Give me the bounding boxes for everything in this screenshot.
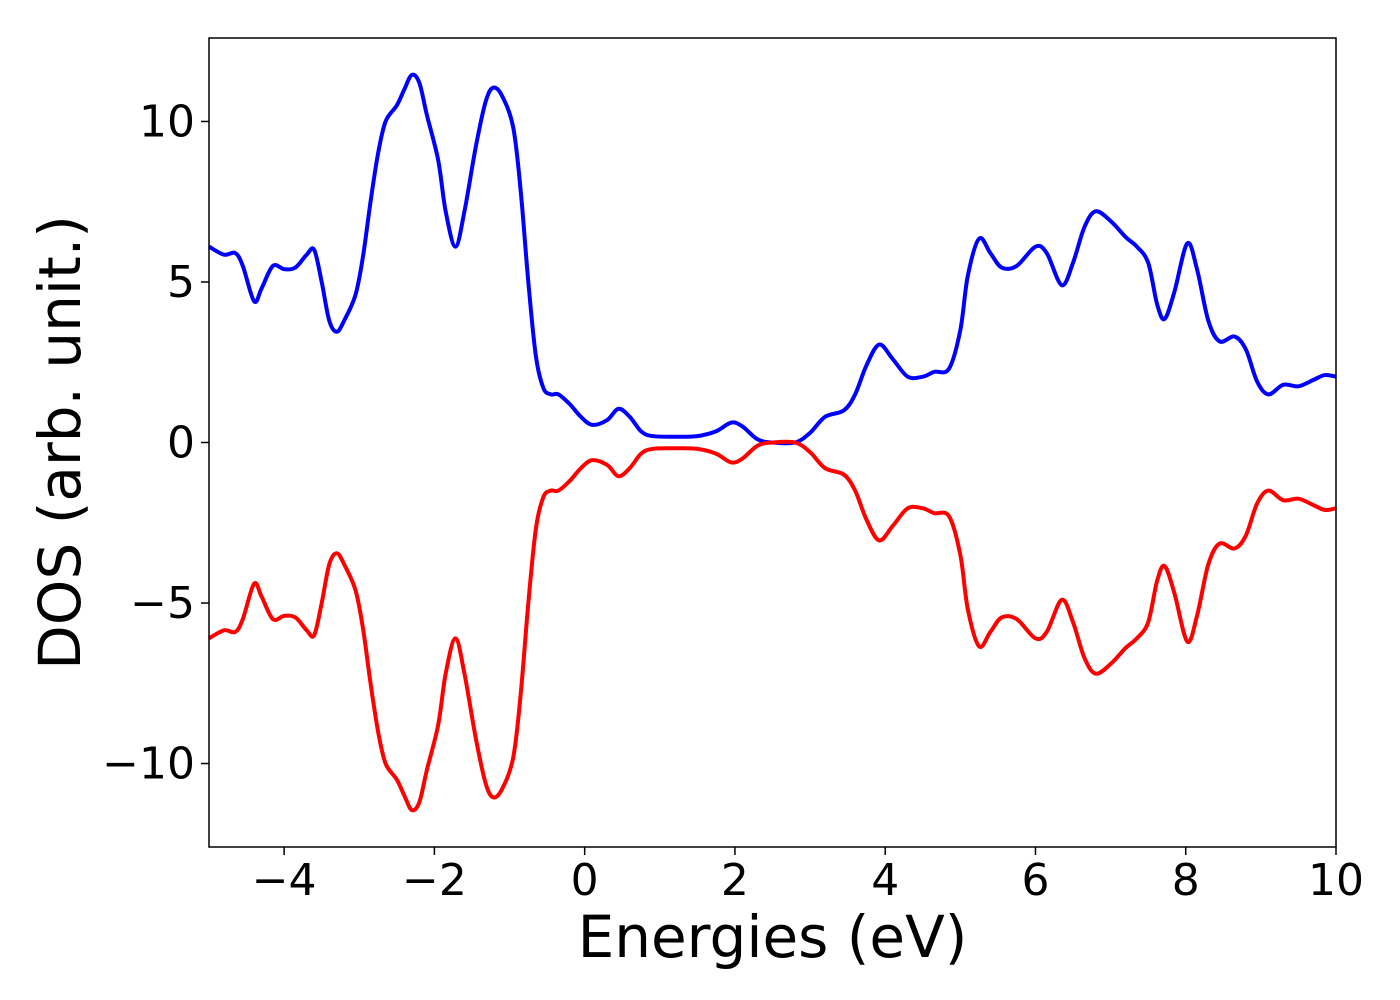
- y-tick-label: 5: [167, 257, 195, 308]
- x-tick-label: −4: [252, 855, 317, 906]
- series-line-2: [208, 439, 1337, 813]
- x-tick-label: 4: [871, 855, 899, 906]
- x-tick-label: −2: [402, 855, 467, 906]
- y-axis-label: DOS (arb. unit.): [26, 215, 94, 670]
- x-tick-label: 0: [571, 855, 599, 906]
- ticks-layer: −4 −2 0 2 4 6 8 10 −10 −5 0 5 10: [102, 96, 1364, 906]
- y-tick-label: −5: [130, 578, 195, 629]
- y-tick-label: 10: [139, 96, 195, 147]
- x-tick-label: 8: [1172, 855, 1200, 906]
- series-line-1: [208, 72, 1337, 446]
- x-axis-label: Energies (eV): [578, 903, 968, 971]
- y-tick-label: −10: [102, 739, 195, 790]
- y-tick-label: 0: [167, 418, 195, 469]
- x-tick-label: 10: [1308, 855, 1364, 906]
- x-tick-label: 2: [721, 855, 749, 906]
- series-layer: [208, 72, 1337, 813]
- x-tick-label: 6: [1021, 855, 1049, 906]
